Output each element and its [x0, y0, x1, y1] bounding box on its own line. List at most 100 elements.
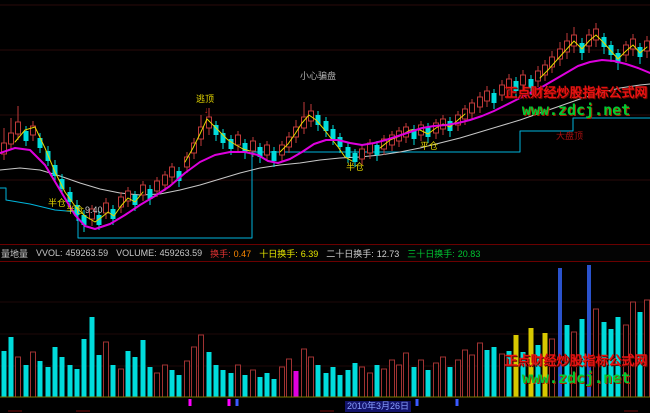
- volume-bar: [206, 352, 212, 397]
- candle-body: [359, 148, 365, 160]
- volume-bar: [242, 375, 248, 397]
- volume-bar: [250, 369, 256, 398]
- chart-annotation: 大盘顶: [556, 131, 584, 141]
- volume-bar: [323, 373, 329, 397]
- main-price-chart[interactable]: [0, 0, 650, 244]
- volume-bar: [440, 356, 446, 398]
- date-axis-mark: [624, 410, 638, 412]
- status-item: VOLUME: 459263.59: [116, 248, 202, 258]
- candle-body: [154, 180, 160, 192]
- candle-body: [615, 53, 621, 63]
- volume-bar: [235, 364, 241, 398]
- volume-bar: [469, 354, 475, 398]
- support-step-line: [0, 117, 650, 239]
- candle-body: [630, 38, 636, 50]
- volume-bar: [45, 367, 51, 397]
- candle-body: [220, 133, 226, 143]
- candle-body: [381, 138, 387, 150]
- candle-body: [125, 190, 131, 202]
- candle-body: [323, 121, 329, 131]
- candle-body: [447, 121, 453, 131]
- status-item-value: 6.39: [300, 248, 319, 259]
- volume-bar: [15, 356, 21, 398]
- volume-bar: [30, 351, 36, 398]
- volume-bar: [23, 365, 29, 397]
- volume-bar: [154, 372, 160, 398]
- signal-line: [14, 126, 144, 223]
- candle-body: [103, 202, 109, 214]
- candle-body: [330, 129, 336, 139]
- candle-body: [1, 142, 7, 155]
- volume-bar: [411, 367, 417, 397]
- volume-bar: [308, 356, 314, 398]
- volume-bar: [293, 371, 299, 397]
- status-item: 三十日换手: 20.83: [407, 247, 480, 260]
- watermark-url: www.zdcj.net: [521, 101, 631, 119]
- candle-body: [89, 208, 95, 220]
- date-axis-label[interactable]: 2010年3月26日: [345, 401, 412, 412]
- status-item-value: 20.83: [457, 248, 481, 259]
- candle-body: [74, 205, 80, 215]
- volume-bar: [213, 365, 219, 397]
- volume-bar: [89, 317, 95, 397]
- candle-body: [425, 127, 431, 137]
- volume-bar: [513, 335, 519, 397]
- candle-body: [96, 215, 102, 225]
- volume-bar: [279, 366, 285, 398]
- volume-bar: [564, 325, 570, 397]
- volume-bar: [59, 357, 65, 397]
- candle-body: [147, 189, 153, 199]
- candle-body: [477, 96, 483, 108]
- signal-line: [279, 114, 353, 162]
- date-axis-mark: [8, 410, 22, 412]
- volume-chart[interactable]: [0, 262, 650, 413]
- candle-body: [352, 153, 358, 162]
- volume-bar: [542, 333, 548, 397]
- volume-bar: [74, 369, 80, 397]
- volume-bar: [345, 370, 351, 397]
- candle-body: [491, 93, 497, 103]
- status-item: 量地量: [1, 247, 28, 260]
- status-item-value: 0.47: [233, 248, 252, 259]
- candle-body: [637, 47, 643, 57]
- volume-bar: [579, 319, 585, 397]
- volume-bar: [81, 339, 87, 397]
- volume-bar: [389, 359, 395, 398]
- status-item: VVOL: 459263.59: [36, 248, 108, 258]
- candle-body: [213, 125, 219, 135]
- volume-bar: [257, 377, 263, 397]
- volume-bar: [147, 367, 153, 397]
- indicator-status-bar[interactable]: 量地量 VVOL: 459263.59 VOLUME: 459263.59 换手: 0.47…: [0, 244, 650, 262]
- volume-bar: [37, 361, 43, 397]
- candle-body: [315, 115, 321, 125]
- candle-body: [37, 138, 43, 148]
- signal-line: [184, 118, 251, 163]
- volume-bar: [462, 349, 468, 398]
- volume-bar: [52, 347, 58, 397]
- volume-bar: [301, 348, 307, 398]
- candle-body: [513, 81, 519, 91]
- watermark-site-name: 正点财经炒股指标公式网: [504, 85, 648, 100]
- candle-body: [228, 139, 234, 149]
- volume-bar: [220, 370, 226, 397]
- candle-body: [301, 116, 307, 129]
- volume-bar: [447, 367, 453, 397]
- status-item: 二十日换手: 12.73: [326, 247, 399, 260]
- status-item-label: 换手:: [210, 248, 231, 259]
- volume-bar: [528, 328, 534, 397]
- volume-bar: [162, 364, 168, 398]
- chart-annotation: 9.40: [85, 205, 103, 215]
- volume-bar: [491, 347, 497, 397]
- volume-bar: [198, 334, 204, 398]
- status-item-label: 三十日换手:: [407, 248, 455, 259]
- status-item-value: 12.73: [376, 248, 400, 259]
- candle-body: [235, 134, 241, 146]
- candle-body: [411, 129, 417, 139]
- watermark-top: 正点财经炒股指标公式网 www.zdcj.net: [502, 82, 650, 119]
- status-item: 换手: 0.47: [210, 247, 251, 260]
- chart-annotation: ↓: [591, 84, 596, 94]
- volume-bar: [286, 358, 292, 398]
- volume-bar: [396, 364, 402, 398]
- volume-bar: [425, 370, 431, 397]
